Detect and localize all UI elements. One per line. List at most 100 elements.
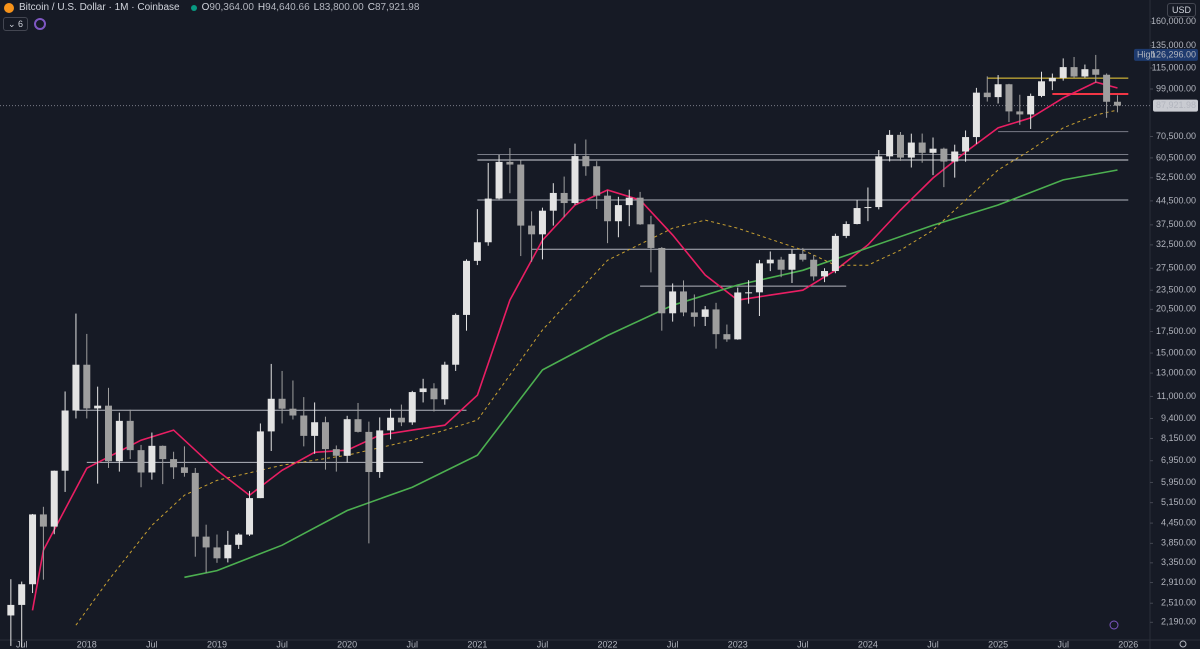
candle-body: [918, 142, 926, 153]
candle-body: [1016, 111, 1024, 115]
y-tick-label: 160,000.00: [1151, 16, 1196, 26]
candle-body: [441, 364, 449, 400]
y-tick-label: 27,500.00: [1156, 263, 1196, 273]
candle-body: [962, 137, 970, 152]
ohlc-key: L: [313, 2, 320, 13]
indicator-count[interactable]: ⌄ 6: [3, 17, 29, 31]
candle-body: [1081, 69, 1089, 77]
y-tick-label: 3,350.00: [1161, 557, 1196, 567]
candle-body: [528, 225, 536, 235]
candle-body: [864, 207, 872, 209]
candle-body: [72, 364, 80, 411]
candle-body: [549, 192, 557, 211]
x-tick-label: 2023: [728, 639, 748, 649]
symbol-title[interactable]: Bitcoin / U.S. Dollar · 1M · Coinbase: [19, 2, 180, 13]
moving-average: [75, 109, 1118, 626]
y-tick-label: 5,950.00: [1161, 477, 1196, 487]
candle-body: [463, 260, 471, 315]
moving-average: [31, 81, 1118, 611]
x-tick-label: Jul: [667, 639, 679, 649]
candle-body: [137, 450, 145, 473]
candle-body: [278, 398, 286, 409]
y-tick-label: 44,500.00: [1156, 195, 1196, 205]
y-tick-label: 3,850.00: [1161, 538, 1196, 548]
x-tick-label: Jul: [797, 639, 809, 649]
candle-body: [734, 292, 742, 340]
x-tick-label: 2018: [77, 639, 97, 649]
candle-body: [614, 205, 622, 222]
candle-body: [690, 312, 698, 317]
candle-body: [419, 388, 427, 393]
candle-body: [1048, 77, 1056, 82]
candle-body: [50, 470, 58, 527]
candle-body: [39, 514, 47, 527]
candle-body: [1059, 67, 1067, 78]
candle-body: [810, 259, 818, 277]
candle-body: [159, 445, 167, 460]
candle-body: [788, 253, 796, 270]
candle-body: [1027, 95, 1035, 115]
candle-body: [365, 431, 373, 473]
y-tick-label: 15,000.00: [1156, 347, 1196, 357]
coin-icon: [4, 2, 14, 13]
candle-body: [256, 431, 264, 499]
candle-body: [246, 498, 254, 535]
candle-body: [777, 259, 785, 270]
y-tick-label: 17,500.00: [1156, 326, 1196, 336]
y-tick-label: 20,500.00: [1156, 304, 1196, 314]
candle-body: [430, 388, 438, 400]
candle-body: [929, 148, 937, 153]
y-tick-label: 2,910.00: [1161, 577, 1196, 587]
candle-body: [517, 164, 525, 226]
candle-body: [191, 472, 199, 537]
candle-body: [83, 364, 91, 409]
currency-button[interactable]: USD: [1166, 3, 1196, 17]
candle-body: [321, 422, 329, 450]
x-tick-label: Jul: [927, 639, 939, 649]
candle-body: [332, 449, 340, 456]
ohlc-key: H: [257, 2, 266, 13]
candle-body: [875, 156, 883, 208]
x-tick-label: Jul: [407, 639, 419, 649]
candle-body: [679, 291, 687, 313]
candle-body: [907, 142, 915, 158]
candle-body: [658, 247, 666, 314]
market-status: [190, 4, 197, 11]
candle-body: [104, 405, 112, 462]
candle-body: [560, 192, 568, 204]
candle-body: [1092, 69, 1100, 75]
candle-body: [148, 445, 156, 473]
candle-body: [571, 156, 579, 204]
candle-body: [821, 271, 829, 277]
indicator-settings[interactable]: [34, 18, 47, 30]
candle-body: [18, 584, 26, 605]
candle-body: [311, 422, 319, 436]
high-badge-value: 126,296.00: [1151, 49, 1196, 59]
candle-body: [712, 309, 720, 335]
y-tick-label: 11,000.00: [1157, 391, 1196, 401]
candle-body: [7, 604, 15, 616]
candle-body: [202, 536, 210, 548]
candle-body: [636, 197, 644, 225]
candle-body: [29, 514, 37, 585]
candle-body: [94, 405, 102, 409]
candle-body: [647, 224, 655, 248]
candle-body: [1005, 84, 1013, 112]
candle-body: [354, 419, 362, 432]
x-tick-label: 2019: [207, 639, 227, 649]
candle-body: [1103, 74, 1111, 102]
ohlc-key: O: [201, 2, 210, 13]
candle-body: [408, 392, 416, 423]
candle-body: [669, 291, 677, 314]
x-tick-label: Jul: [146, 639, 158, 649]
y-tick-label: 23,500.00: [1156, 285, 1196, 295]
candle-body: [473, 242, 481, 261]
ohlc-value: 83,800.00: [319, 2, 364, 13]
candle-body: [896, 134, 904, 158]
x-tick-label: Jul: [537, 639, 549, 649]
candle-body: [224, 544, 232, 559]
candle-body: [701, 309, 709, 317]
moving-average: [184, 169, 1118, 579]
candle-body: [115, 420, 123, 462]
